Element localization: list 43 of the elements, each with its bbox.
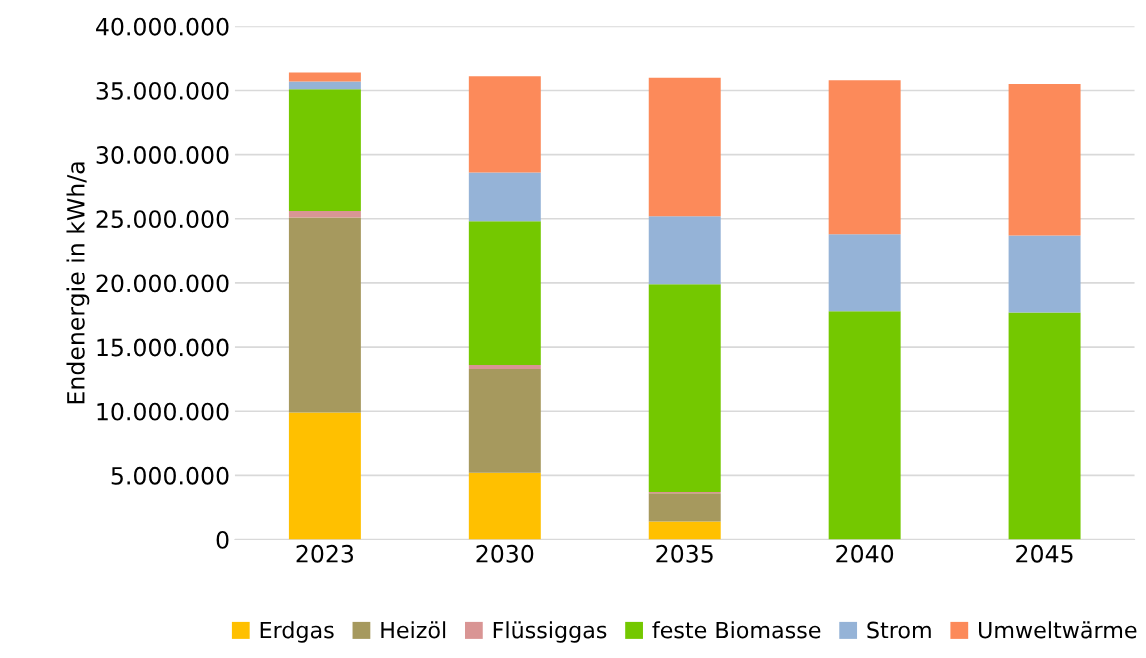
legend-label: Strom — [867, 621, 931, 639]
bar — [1008, 84, 1081, 236]
bar — [648, 284, 721, 493]
legend-label: feste Biomasse — [652, 621, 821, 639]
bar — [468, 221, 541, 366]
bar — [828, 80, 901, 235]
bar — [828, 234, 901, 312]
legend-label: Heizöl — [381, 621, 446, 639]
y-tick-label: 25.000.000 — [96, 210, 229, 229]
bar — [288, 217, 361, 413]
bar — [468, 472, 541, 540]
bar — [288, 412, 361, 540]
bar — [288, 211, 361, 218]
bar — [468, 365, 541, 369]
y-tick-label: 35.000.000 — [96, 81, 229, 100]
y-tick-label: 0 — [216, 531, 229, 549]
bar — [648, 493, 721, 522]
y-axis-title: Endenergie in kWh/a — [66, 162, 90, 404]
x-tick-label: 2030 — [476, 544, 534, 563]
bar — [828, 311, 901, 540]
bar — [288, 89, 361, 212]
legend-label: Umweltwärme — [979, 621, 1137, 639]
bar — [468, 76, 541, 173]
bar — [1008, 312, 1081, 540]
bar — [648, 521, 721, 540]
bar — [468, 368, 541, 473]
x-tick-label: 2035 — [656, 544, 713, 563]
y-tick-label: 5.000.000 — [111, 466, 229, 485]
x-tick-label: 2045 — [1016, 544, 1073, 563]
y-tick-label: 15.000.000 — [97, 338, 229, 357]
y-tick-label: 20.000.000 — [96, 274, 229, 293]
legend-label: Flüssiggas — [493, 621, 607, 643]
bar — [1008, 235, 1081, 313]
y-tick-label: 30.000.000 — [96, 146, 229, 164]
bar — [468, 172, 541, 222]
bar — [648, 77, 721, 217]
x-tick-label: 2040 — [836, 544, 894, 563]
y-tick-label: 10.000.000 — [97, 402, 229, 421]
bar — [648, 216, 721, 285]
bar — [288, 81, 361, 90]
legend-label: Erdgas — [260, 621, 334, 643]
y-tick-label: 40.000.000 — [96, 17, 229, 36]
x-tick-label: 2023 — [296, 544, 354, 563]
